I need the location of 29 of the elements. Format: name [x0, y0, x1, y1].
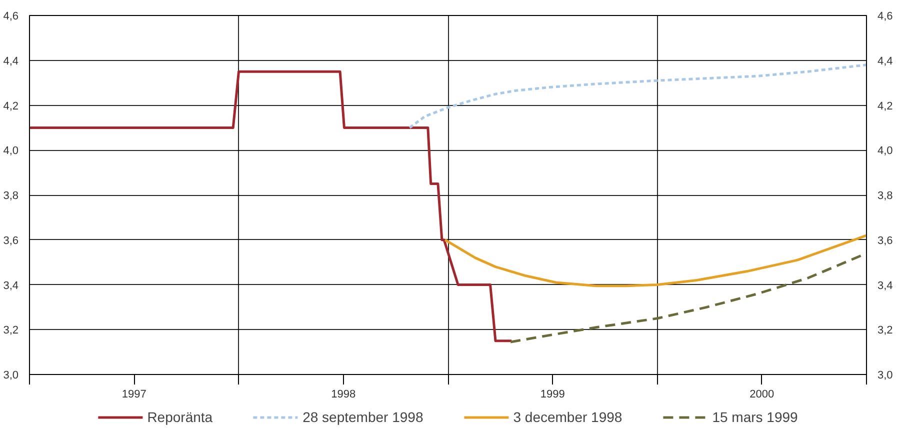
line-series [30, 70, 513, 342]
legend-label: 28 september 1998 [302, 409, 424, 425]
y-tick-label: 3,2 [3, 324, 19, 337]
y2-tick-label: 4,0 [878, 145, 893, 158]
y-tick-label: 3,6 [3, 234, 19, 247]
legend-label: Reporänta [147, 409, 213, 425]
legend-label: 3 december 1998 [513, 409, 622, 425]
y2-tick-label: 3,8 [878, 190, 893, 202]
y2-tick-label: 4,4 [878, 55, 893, 68]
y-tick-label: 3,8 [3, 190, 19, 202]
y2-tick-label: 3,0 [878, 370, 893, 382]
y-tick-label: 3,0 [3, 370, 19, 382]
x-tick-label: 1999 [540, 388, 565, 400]
y2-tick-label: 4,6 [878, 10, 893, 22]
x-tick-label: 2000 [750, 388, 774, 400]
y-tick-label: 3,4 [3, 280, 19, 292]
y-tick-label: 4,2 [3, 100, 19, 112]
y2-tick-label: 3,4 [878, 280, 893, 292]
y-tick-label: 4,4 [3, 55, 19, 68]
y2-tick-label: 3,6 [878, 234, 893, 247]
x-tick-label: 1998 [331, 388, 356, 400]
y-tick-label: 4,0 [3, 145, 19, 158]
line-series [408, 64, 866, 129]
x-tick-label: 1997 [122, 388, 146, 400]
line-series [444, 234, 866, 288]
y2-tick-label: 4,2 [878, 100, 893, 112]
legend-label: 15 mars 1999 [712, 409, 798, 425]
y-tick-label: 4,6 [3, 10, 19, 22]
y2-tick-label: 3,2 [878, 324, 893, 337]
